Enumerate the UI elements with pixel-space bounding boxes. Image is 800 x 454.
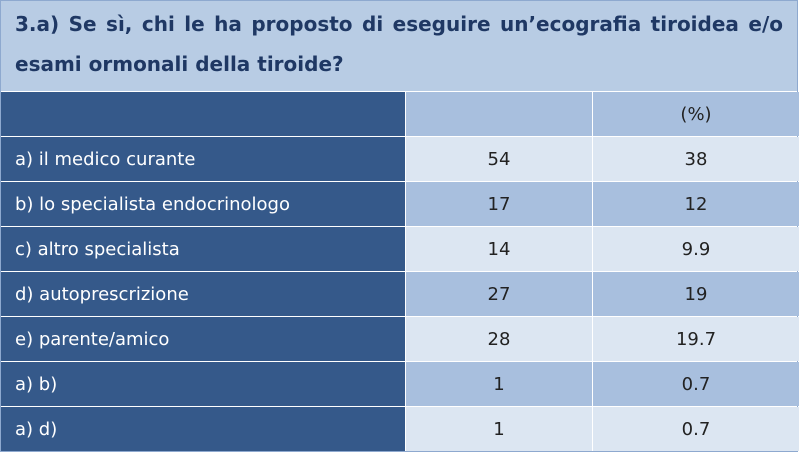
results-grid: (%) a) il medico curante 54 38 b) lo spe… (1, 92, 799, 451)
row-count: 1 (406, 362, 593, 406)
header-count-cell (406, 92, 593, 136)
row-percent: 38 (593, 137, 799, 181)
row-percent: 9.9 (593, 227, 799, 271)
row-label: a) b) (1, 362, 406, 406)
row-count: 54 (406, 137, 593, 181)
row-label: d) autoprescrizione (1, 272, 406, 316)
row-label: e) parente/amico (1, 317, 406, 361)
question-title: 3.a) Se sì, chi le ha proposto di esegui… (1, 1, 797, 92)
row-percent: 19 (593, 272, 799, 316)
row-label: a) il medico curante (1, 137, 406, 181)
row-label: c) altro specialista (1, 227, 406, 271)
row-percent: 19.7 (593, 317, 799, 361)
row-percent: 0.7 (593, 362, 799, 406)
row-count: 17 (406, 182, 593, 226)
header-label-cell (1, 92, 406, 136)
header-percent-cell: (%) (593, 92, 799, 136)
row-label: a) d) (1, 407, 406, 451)
row-percent: 12 (593, 182, 799, 226)
row-count: 14 (406, 227, 593, 271)
row-count: 28 (406, 317, 593, 361)
row-count: 27 (406, 272, 593, 316)
row-count: 1 (406, 407, 593, 451)
row-percent: 0.7 (593, 407, 799, 451)
row-label: b) lo specialista endocrinologo (1, 182, 406, 226)
